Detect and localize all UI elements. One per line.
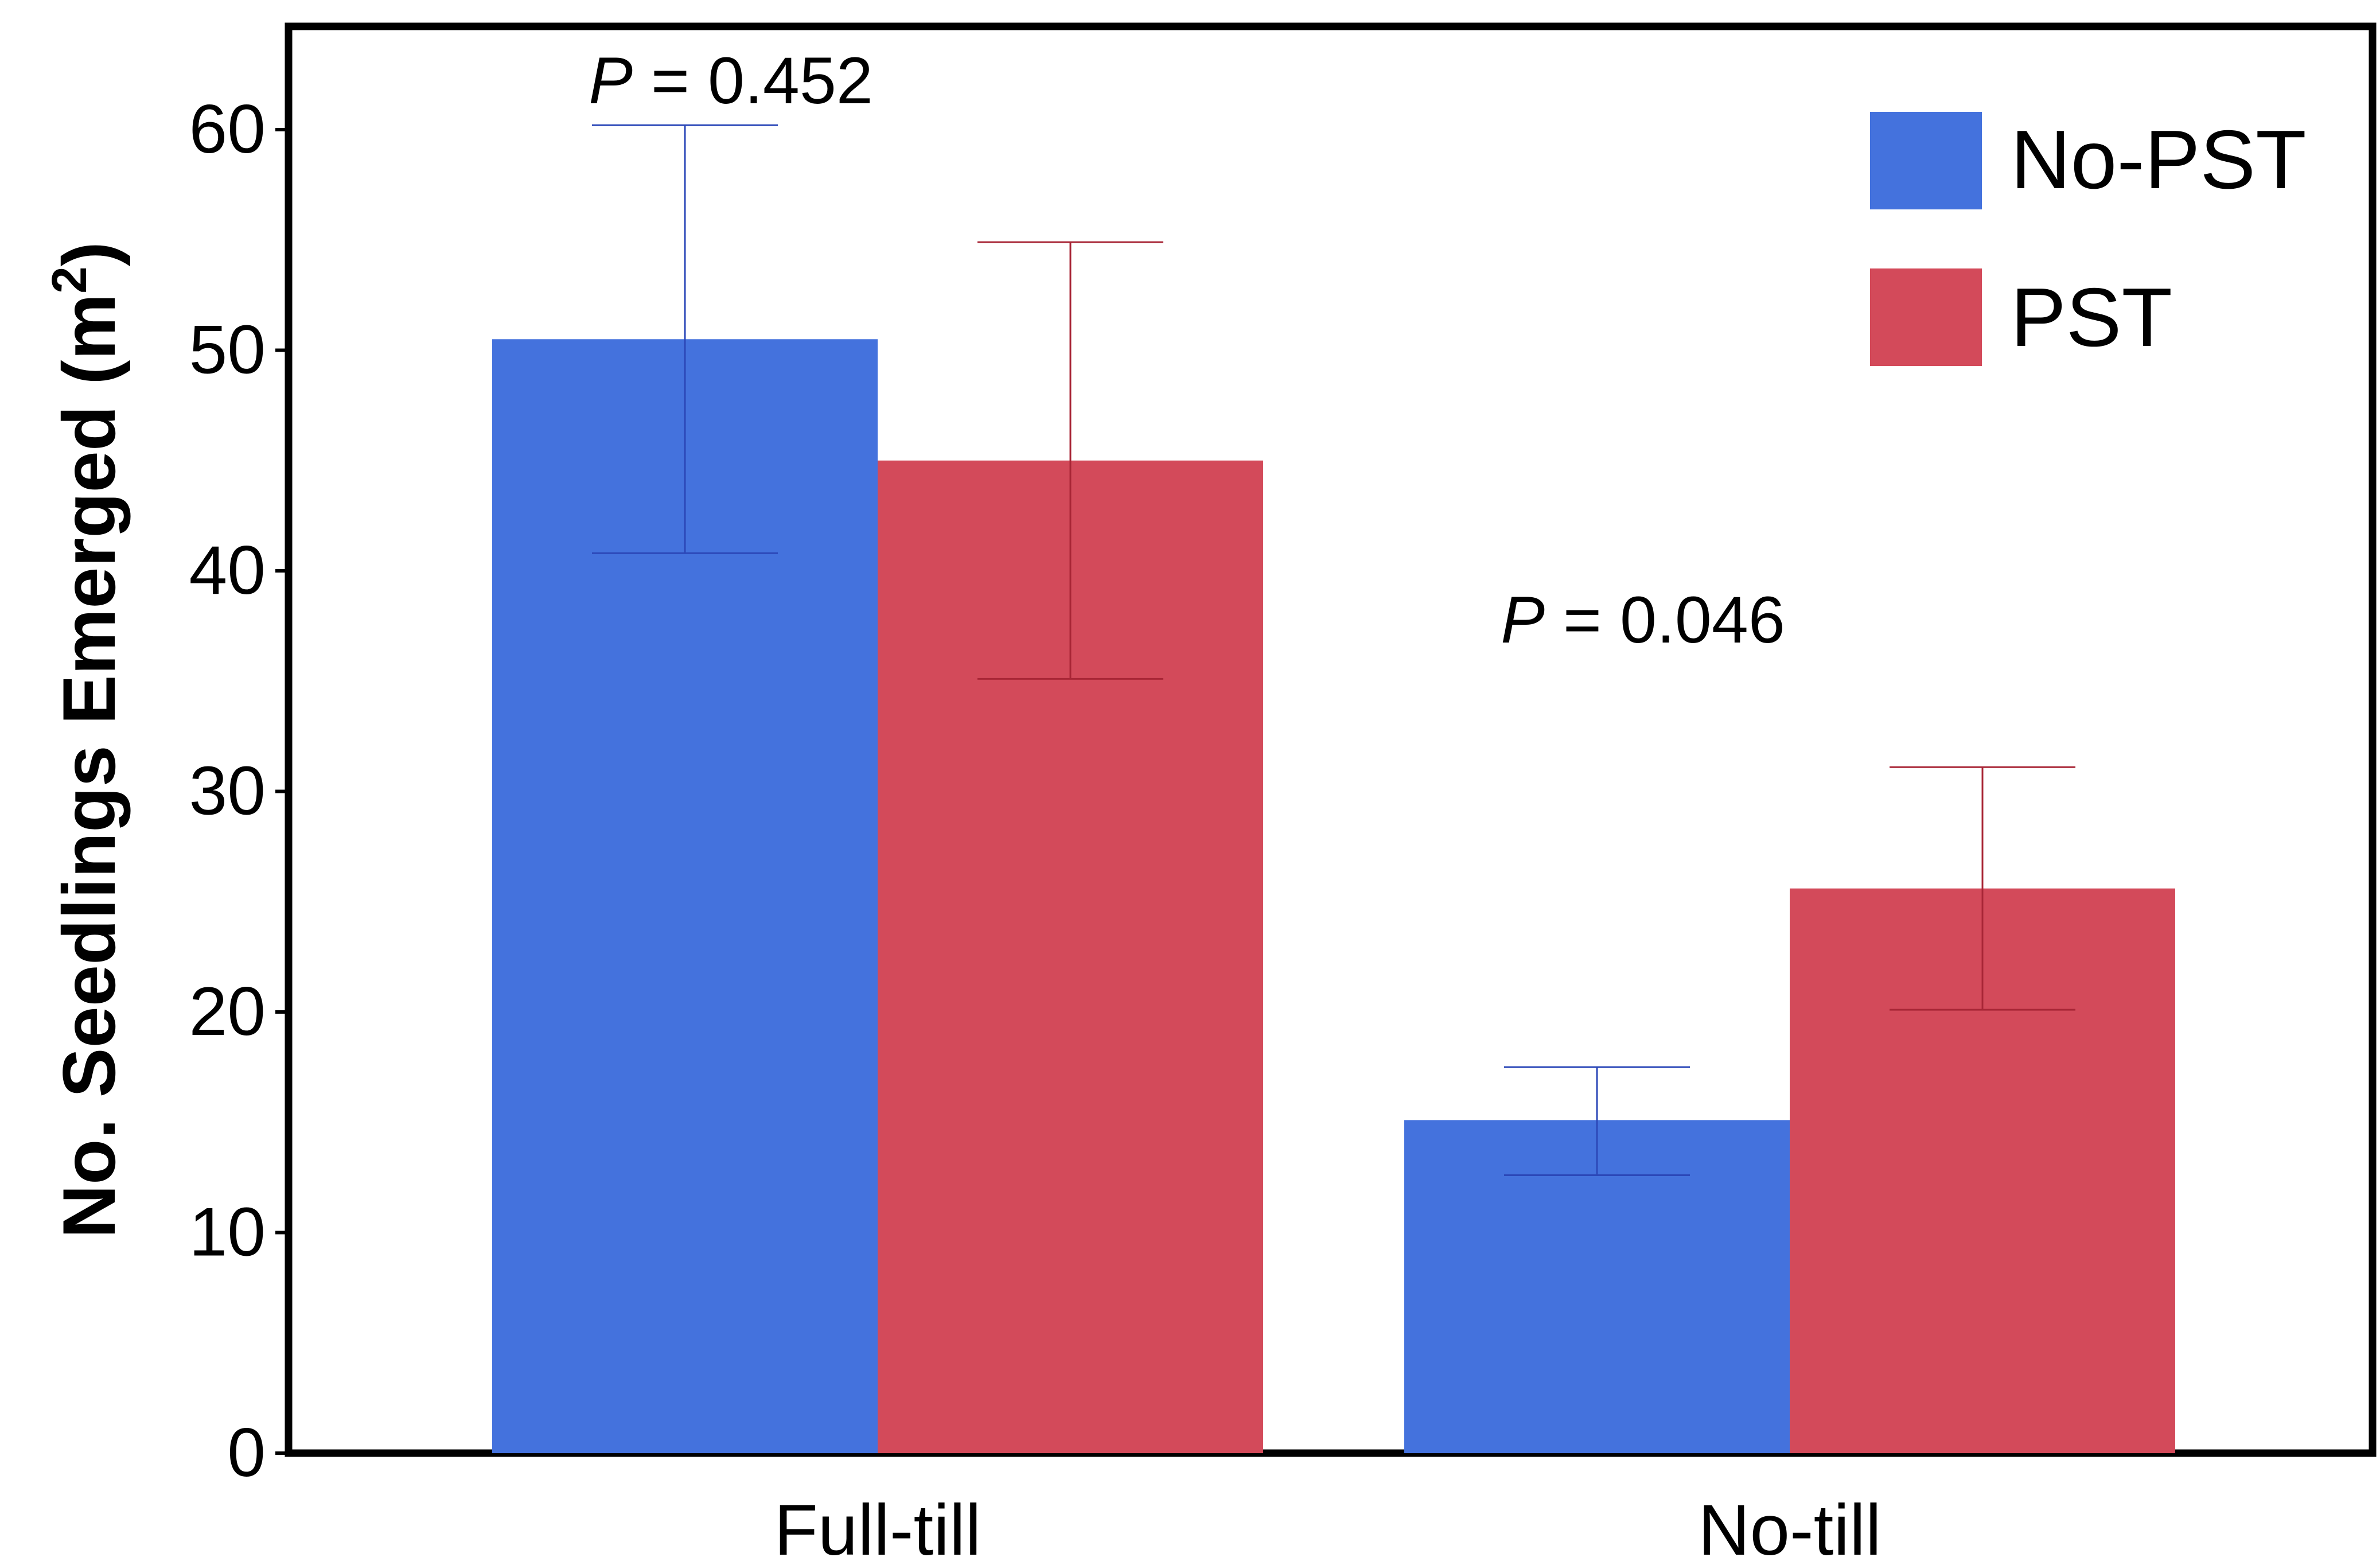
y-tick-label: 20 xyxy=(189,973,266,1050)
y-tick-label: 60 xyxy=(189,91,266,168)
bars-group xyxy=(492,339,2175,1453)
error-bars-group xyxy=(592,124,2075,1177)
y-axis-title-main: No. Seedlings Emerged (m xyxy=(47,294,131,1239)
y-tick-label: 10 xyxy=(189,1194,266,1271)
p-value-text: = 0.452 xyxy=(633,44,873,118)
y-tick-label: 30 xyxy=(189,753,266,830)
y-axis-title-end: ) xyxy=(47,242,131,266)
y-tick-label: 40 xyxy=(189,532,266,609)
y-axis: 0 10 20 30 40 50 60 xyxy=(189,91,289,1491)
y-axis-title: No. Seedlings Emerged (m2) xyxy=(42,242,131,1239)
p-value-annotation: P = 0.452 xyxy=(589,44,873,118)
legend: No-PST PST xyxy=(1870,112,2307,366)
y-axis-title-superscript: 2 xyxy=(42,266,97,293)
legend-label-pst: PST xyxy=(2011,271,2172,364)
p-value-symbol: P xyxy=(1501,583,1545,657)
y-tick-label: 0 xyxy=(227,1414,266,1491)
p-value-symbol: P xyxy=(589,44,633,118)
legend-label-no-pst: No-PST xyxy=(2011,113,2307,206)
legend-swatch-no-pst xyxy=(1870,112,1982,209)
p-value-annotation: P = 0.046 xyxy=(1501,583,1785,657)
x-axis: Full-till No-till xyxy=(774,1490,1881,1561)
p-value-text: = 0.046 xyxy=(1545,583,1785,657)
legend-swatch-pst xyxy=(1870,268,1982,366)
x-tick-label: Full-till xyxy=(774,1490,981,1558)
plot-frame xyxy=(285,22,2377,1457)
x-tick-label: No-till xyxy=(1698,1490,1881,1558)
y-tick-label: 50 xyxy=(189,312,266,388)
